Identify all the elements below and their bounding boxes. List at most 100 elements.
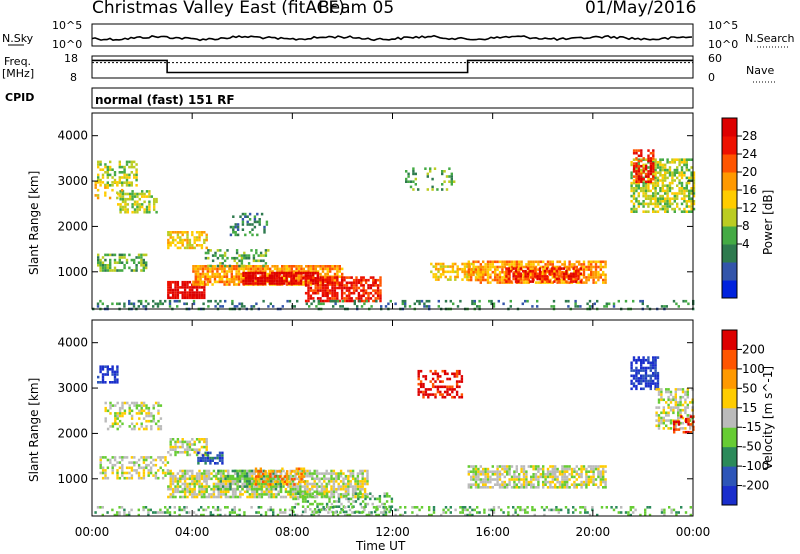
power-cell: [656, 171, 660, 174]
power-cell: [251, 277, 255, 280]
velocity-cell: [164, 474, 167, 477]
velocity-cell: [689, 423, 693, 426]
velocity-cell: [549, 465, 552, 468]
velocity-cell: [361, 482, 364, 486]
power-cell: [131, 197, 134, 201]
velocity-cell: [166, 508, 169, 512]
velocity-cell: [551, 475, 554, 479]
power-cell: [249, 270, 253, 273]
velocity-cell: [274, 480, 277, 484]
power-cell: [278, 270, 281, 273]
velocity-cell: [602, 467, 605, 471]
velocity-cell: [443, 395, 447, 399]
power-cell: [475, 273, 479, 276]
power-cell: [656, 210, 660, 213]
velocity-cell: [558, 486, 562, 489]
velocity-cell: [159, 425, 163, 428]
power-cell: [130, 258, 133, 262]
power-cell: [247, 270, 250, 273]
velocity-cell: [359, 469, 362, 473]
velocity-cell: [325, 492, 329, 495]
velocity-cell: [342, 485, 345, 488]
power-cell: [494, 276, 497, 279]
power-cell: [690, 207, 693, 211]
power-cell: [456, 265, 459, 268]
power-cell: [501, 270, 504, 274]
power-cell: [692, 181, 696, 185]
power-cell: [683, 163, 686, 167]
velocity-cell: [186, 451, 189, 454]
velocity-cell: [137, 513, 140, 517]
power-cell: [129, 192, 132, 196]
velocity-cell: [227, 482, 230, 486]
velocity-cell: [652, 356, 655, 359]
velocity-cell: [137, 466, 141, 470]
power-cell: [635, 210, 638, 213]
power-cell: [531, 305, 534, 308]
power-cell: [109, 261, 112, 264]
velocity-cell: [291, 474, 295, 478]
power-cell: [333, 291, 337, 295]
velocity-cell: [206, 451, 210, 455]
velocity-cell: [427, 395, 430, 399]
power-cell: [183, 296, 187, 300]
power-cell: [582, 281, 586, 284]
power-cell: [637, 170, 641, 173]
velocity-cell: [254, 467, 258, 471]
power-cell: [635, 197, 638, 200]
power-cell: [336, 286, 339, 290]
velocity-cell: [513, 470, 516, 473]
power-cell: [394, 302, 397, 306]
power-cell: [482, 260, 485, 264]
power-cell: [338, 267, 341, 271]
velocity-cell: [183, 469, 187, 473]
velocity-cell: [154, 476, 158, 480]
velocity-cell: [337, 477, 340, 481]
velocity-cell: [284, 477, 288, 481]
power-cell: [230, 275, 233, 278]
power-cell: [186, 244, 189, 247]
power-cell: [235, 265, 238, 268]
power-cell: [379, 291, 382, 295]
velocity-cell: [460, 377, 464, 381]
velocity-cell: [258, 485, 261, 488]
velocity-cell: [306, 482, 309, 486]
velocity-cell: [451, 390, 454, 394]
power-cell: [656, 179, 660, 182]
velocity-cell: [171, 477, 175, 481]
power-colorbar-label: Power [dB]: [761, 190, 775, 255]
power-cell: [676, 202, 679, 206]
power-cell: [247, 271, 250, 275]
velocity-cell: [246, 469, 249, 473]
velocity-cell: [484, 475, 487, 479]
power-cell: [586, 302, 589, 306]
velocity-cell: [479, 473, 482, 476]
power-cell: [319, 272, 322, 276]
velocity-cell: [99, 368, 102, 371]
velocity-cell: [227, 485, 230, 488]
power-cell: [505, 267, 508, 270]
velocity-cell: [260, 493, 264, 496]
velocity-cell: [339, 495, 343, 499]
velocity-cell: [630, 387, 633, 391]
power-cell: [550, 269, 554, 273]
power-cell: [666, 168, 669, 172]
power-cell: [121, 195, 125, 198]
power-cell: [249, 267, 253, 271]
velocity-cell: [328, 497, 331, 501]
power-cell: [329, 270, 332, 273]
power-cell: [546, 269, 549, 273]
velocity-cell: [585, 478, 588, 481]
velocity-cell: [173, 506, 176, 509]
velocity-cell: [286, 483, 289, 486]
power-cell: [445, 188, 449, 191]
velocity-cell: [417, 390, 420, 394]
velocity-cell: [167, 469, 170, 473]
power-cell: [338, 286, 341, 290]
velocity-cell: [484, 486, 487, 489]
velocity-cell: [441, 393, 444, 396]
velocity-cell: [229, 474, 232, 478]
power-cell: [272, 305, 275, 308]
power-cell: [604, 265, 607, 269]
power-cell: [637, 172, 641, 176]
